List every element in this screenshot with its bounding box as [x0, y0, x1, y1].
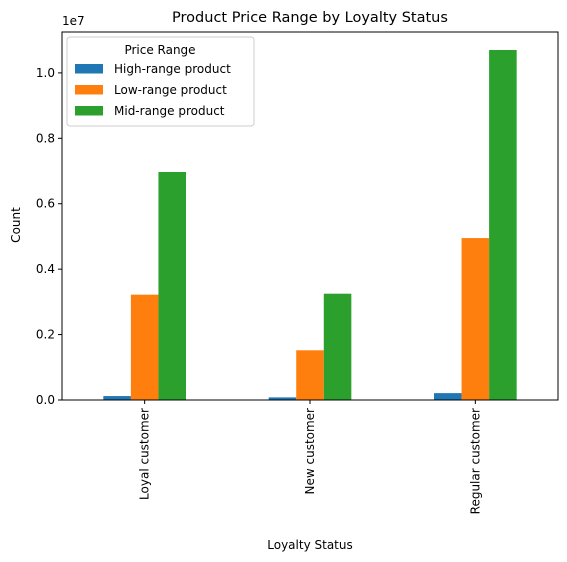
y-tick-label: 0.4: [36, 262, 55, 276]
bar: [158, 172, 186, 400]
legend-box: [66, 36, 255, 127]
legend-swatch: [75, 64, 103, 74]
y-tick-label: 0.2: [36, 328, 55, 342]
plot-frame: [61, 31, 559, 401]
legend-label: Low-range product: [114, 83, 227, 97]
legend-swatch: [75, 106, 103, 116]
y-tick-label: 0.6: [36, 197, 55, 211]
bar: [130, 294, 159, 400]
chart-title: Product Price Range by Loyalty Status: [172, 10, 448, 26]
x-axis: Loyal customer New customer Regular custom…: [138, 400, 482, 514]
x-tick-label: New customer: [303, 408, 317, 495]
bar: [103, 396, 131, 400]
legend: Price Range High-range product Low-range …: [66, 36, 255, 127]
legend-swatch: [75, 85, 103, 95]
x-axis-label: Loyalty Status: [267, 538, 352, 552]
x-tick-label: Loyal customer: [138, 408, 152, 500]
legend-title: Price Range: [124, 43, 195, 57]
y-axis: 0.0 0.2 0.4 0.6 0.8 1.0: [36, 66, 62, 407]
bar: [268, 397, 297, 400]
bar: [489, 49, 517, 400]
bar: [296, 350, 324, 400]
legend-label: High-range product: [114, 62, 231, 76]
y-axis-label: Count: [9, 207, 23, 243]
y-tick-label: 0.0: [36, 393, 55, 407]
bar: [323, 293, 352, 400]
y-tick-label: 0.8: [36, 131, 55, 145]
y-offset-text: 1e7: [62, 14, 85, 28]
bar-series-group: [103, 49, 517, 400]
bar: [461, 238, 490, 400]
y-tick-label: 1.0: [36, 66, 55, 80]
legend-label: Mid-range product: [114, 104, 225, 118]
bar: [434, 393, 462, 400]
x-tick-label: Regular customer: [468, 408, 482, 514]
